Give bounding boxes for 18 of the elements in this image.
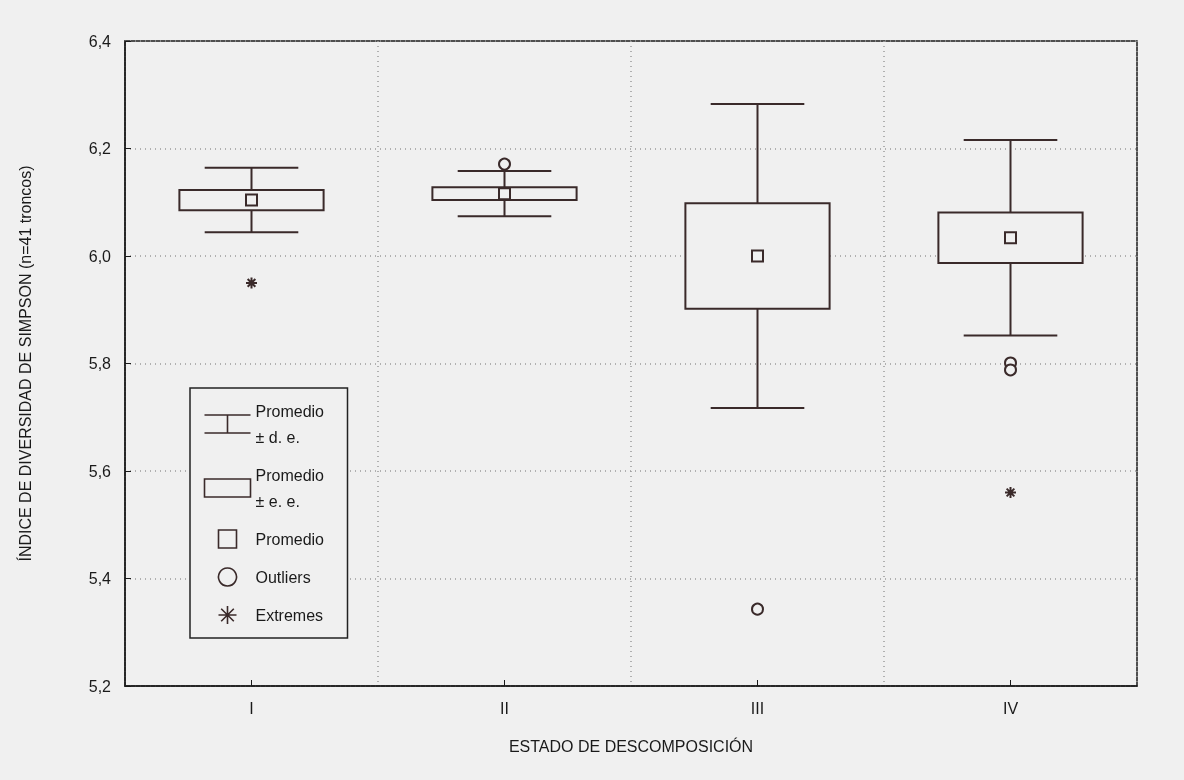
y-tick-label: 5,2 [88, 677, 112, 695]
x-tick-label: II [500, 699, 509, 717]
y-axis-title: ÍNDICE DE DIVERSIDAD DE SIMPSON (n=41 troncos) [15, 165, 34, 562]
y-tick-label: 5,4 [88, 570, 112, 587]
legend-label: Promedio [255, 530, 325, 548]
y-tick-label: 6,0 [88, 247, 112, 265]
x-tick-label: I [249, 699, 254, 717]
y-tick-label: 5,6 [88, 462, 112, 480]
legend-label: Outliers [255, 568, 311, 586]
y-tick-label: 6,2 [88, 140, 112, 157]
y-tick-label: 6,4 [88, 32, 112, 50]
legend-label: Extremes [255, 606, 324, 624]
x-tick-label: IV [1002, 699, 1019, 717]
x-tick-label: III [750, 699, 765, 717]
legend-label: Promedio ± d. e. [255, 402, 329, 446]
y-tick-label: 5,8 [88, 355, 112, 372]
x-axis-title: ESTADO DE DESCOMPOSICIÓN [508, 736, 754, 755]
legend-label: Promedio ± e. e. [255, 466, 329, 510]
